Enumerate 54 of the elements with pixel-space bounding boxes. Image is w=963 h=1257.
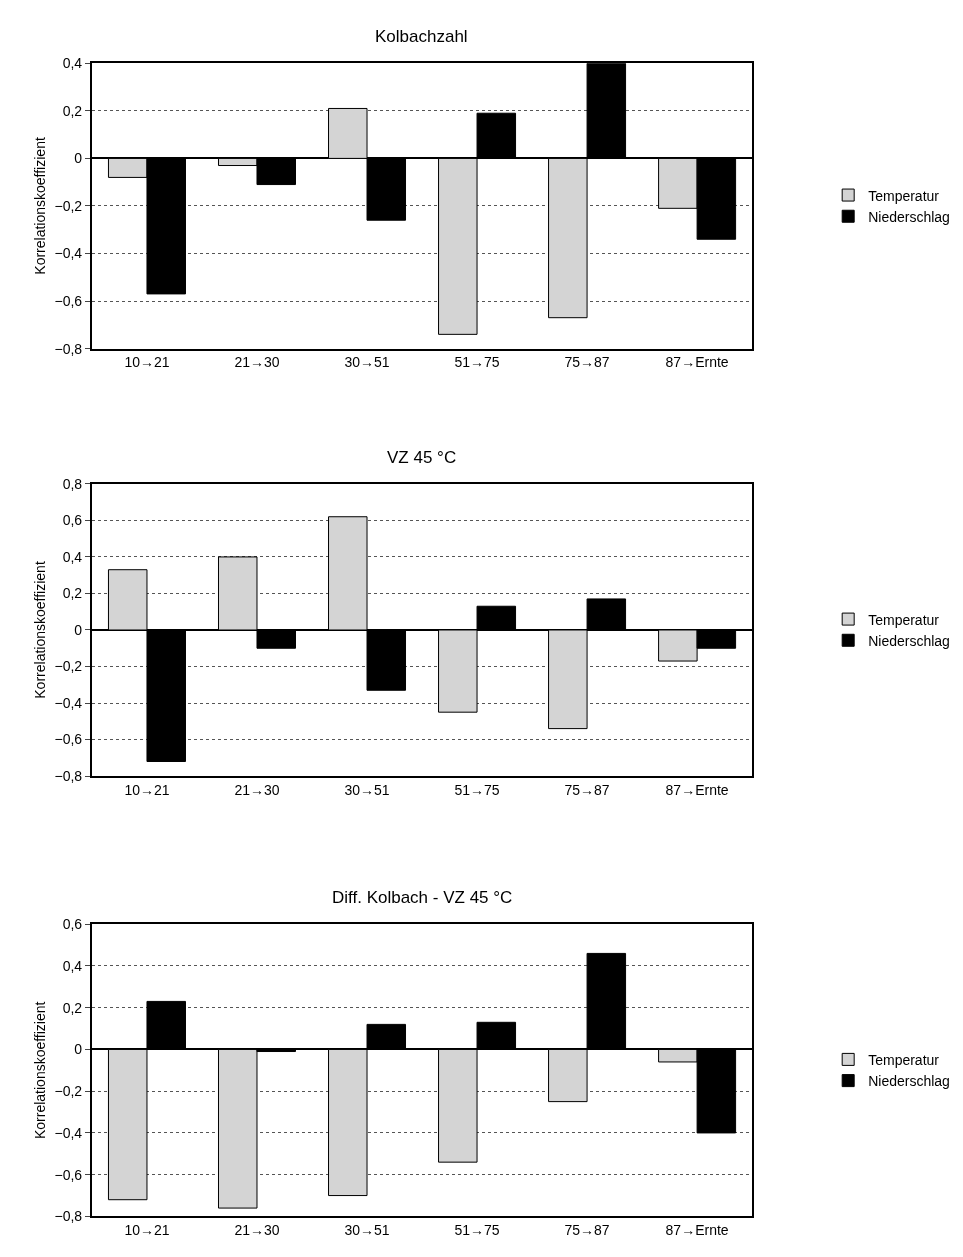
chart-title: Kolbachzahl	[375, 27, 468, 46]
x-tick-label: 21→30	[234, 1222, 280, 1239]
y-tick-label: −0,8	[54, 340, 83, 357]
y-tick-label: 0,4	[62, 548, 83, 565]
y-tick-label: 0,4	[62, 957, 83, 974]
x-tick-label: 75→87	[564, 354, 610, 371]
x-tick-label: 10→21	[124, 354, 170, 371]
y-tick-label: 0,2	[62, 102, 83, 119]
y-tick-label: 0,4	[62, 55, 83, 72]
x-tick-label: 51→75	[454, 781, 500, 798]
y-tick-label: 0,2	[62, 585, 83, 602]
x-tick-label: 10→21	[124, 781, 170, 798]
x-tick-label: 30→51	[344, 781, 390, 798]
y-tick-label: −0,6	[54, 1166, 83, 1183]
x-tick-label: 21→30	[234, 354, 280, 371]
y-tick-label: 0,2	[62, 999, 83, 1016]
y-tick-label: −0,4	[54, 245, 83, 262]
y-tick-label: −0,8	[54, 767, 83, 784]
y-axis-title: Korrelationskoeffizient	[31, 137, 48, 275]
x-tick-label: 87→Ernte	[665, 354, 729, 371]
y-tick-label: 0	[74, 621, 83, 638]
legend-label: Temperatur	[868, 611, 940, 628]
y-tick-label: 0,6	[62, 512, 83, 529]
x-tick-label: 10→21	[124, 1222, 170, 1239]
x-tick-label: 87→Ernte	[665, 1222, 729, 1239]
chart-title: Diff. Kolbach - VZ 45 °C	[332, 888, 513, 907]
x-tick-label: 75→87	[564, 781, 610, 798]
y-axis-title: Korrelationskoeffizient	[31, 1001, 48, 1140]
legend-label: Temperatur	[868, 1051, 940, 1068]
y-tick-label: −0,2	[54, 658, 83, 675]
y-tick-label: −0,6	[54, 731, 83, 748]
x-tick-label: 21→30	[234, 781, 280, 798]
legend-label: Temperatur	[868, 187, 940, 204]
y-tick-label: 0,8	[62, 475, 83, 492]
y-tick-label: −0,8	[54, 1208, 83, 1225]
x-tick-label: 51→75	[454, 354, 500, 371]
x-tick-label: 30→51	[344, 354, 390, 371]
legend-label: Niederschlag	[868, 208, 950, 225]
legend-label: Niederschlag	[868, 1073, 950, 1090]
legend-label: Niederschlag	[868, 632, 950, 649]
y-axis-title: Korrelationskoeffizient	[31, 561, 48, 699]
y-tick-label: −0,4	[54, 694, 83, 711]
x-tick-label: 30→51	[344, 1222, 390, 1239]
y-tick-label: 0,6	[62, 916, 83, 933]
y-tick-label: 0	[74, 1041, 83, 1058]
y-tick-label: −0,4	[54, 1124, 83, 1141]
y-tick-label: −0,2	[54, 1083, 83, 1100]
chart-title: VZ 45 °C	[387, 448, 457, 467]
x-tick-label: 87→Ernte	[665, 781, 729, 798]
x-tick-label: 51→75	[454, 1222, 500, 1239]
y-tick-label: −0,2	[54, 197, 83, 214]
y-tick-label: 0	[74, 150, 83, 167]
x-tick-label: 75→87	[564, 1222, 610, 1239]
y-tick-label: −0,6	[54, 292, 83, 309]
